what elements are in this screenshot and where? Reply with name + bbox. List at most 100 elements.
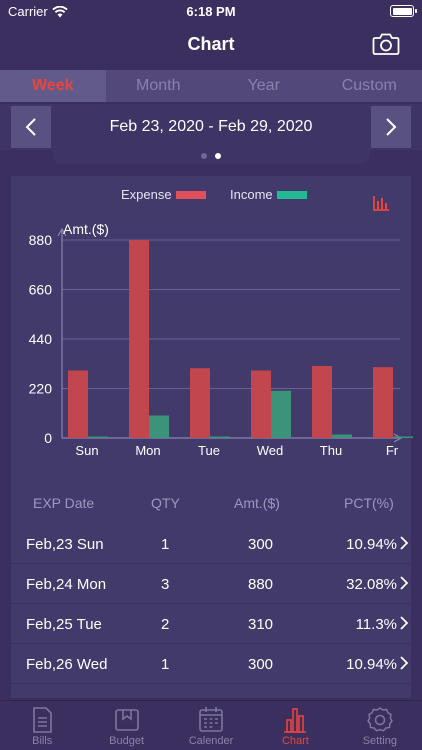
row-pct: 11.3% [355, 616, 397, 633]
bills-icon [33, 707, 53, 733]
row-date: Feb,25 Tue [26, 616, 102, 633]
chevron-left-icon [25, 118, 36, 136]
legend-item-expense: Expense [121, 187, 206, 202]
x-tick-label: Mon [135, 443, 160, 458]
x-tick-label: Fr [386, 443, 399, 458]
calendar-icon [199, 707, 223, 732]
legend-item-income: Income [230, 187, 307, 202]
carrier-label: Carrier [8, 4, 48, 19]
date-bar-notch [52, 150, 370, 164]
tabbar-label-bills: Bills [32, 735, 53, 747]
bar-income [271, 390, 291, 438]
row-pct: 10.94% [346, 656, 397, 673]
date-range-label: Feb 23, 2020 - Feb 29, 2020 [109, 118, 313, 135]
y-tick-label: 220 [29, 381, 53, 397]
row-pct: 32.08% [346, 576, 397, 593]
page-dot-2[interactable] [215, 153, 221, 159]
table-header: EXP Date QTY Amt.($) PCT(%) [11, 488, 411, 518]
chevron-right-icon [400, 616, 409, 630]
period-tabs: Week Month Year Custom [0, 70, 422, 102]
row-qty: 3 [161, 576, 170, 593]
page-dot-1[interactable] [201, 153, 207, 159]
y-tick-label: 660 [29, 282, 53, 298]
tab-week[interactable]: Week [0, 70, 106, 102]
header-exp-date: EXP Date [33, 495, 95, 511]
y-axis-arrow [57, 227, 67, 237]
tabbar-label-chart: Chart [281, 735, 309, 747]
row-date: Feb,24 Mon [26, 576, 107, 593]
chart-legend: Expense Income [0, 187, 422, 203]
bar-expense [129, 240, 149, 438]
row-amount: 300 [248, 536, 274, 553]
header-amount: Amt.($) [234, 495, 280, 511]
gear-icon [366, 707, 393, 732]
legend-label-expense: Expense [121, 187, 172, 202]
legend-swatch-expense [175, 190, 206, 199]
x-tick-label: Tue [198, 443, 220, 458]
chevron-right-icon [400, 576, 409, 590]
tabbar-item-budget[interactable]: Budget [84, 701, 168, 750]
wifi-icon [52, 5, 68, 17]
status-bar: Carrier 6:18 PM [0, 0, 422, 24]
bar-income [332, 434, 352, 438]
bar-income [88, 436, 108, 438]
y-tick-label: 880 [29, 232, 53, 248]
tabbar-item-bills[interactable]: Bills [0, 701, 84, 750]
row-qty: 2 [161, 616, 170, 633]
header-pct: PCT(%) [344, 495, 394, 511]
date-range-bar: Feb 23, 2020 - Feb 29, 2020 [0, 104, 422, 150]
row-amount: 310 [248, 616, 274, 633]
tab-year[interactable]: Year [247, 77, 280, 94]
bar-chart-toggle-icon[interactable] [372, 194, 390, 212]
x-tick-label: Wed [257, 443, 284, 458]
row-amount: 300 [248, 656, 274, 673]
row-date: Feb,26 Wed [26, 656, 108, 673]
row-date: Feb,23 Sun [26, 536, 104, 553]
navigation-bar: Chart [0, 24, 422, 68]
row-pct: 10.94% [346, 536, 397, 553]
bar-expense [373, 367, 393, 438]
y-axis-title: Amt.($) [63, 221, 109, 237]
tabbar-item-chart[interactable]: Chart [253, 701, 337, 750]
y-tick-label: 440 [29, 331, 53, 347]
tab-custom[interactable]: Custom [341, 77, 397, 94]
bar-income [210, 436, 230, 438]
legend-label-income: Income [230, 187, 273, 202]
bar-chart: 0 220 440 660 880 Amt.($) Sun Mon Tue Wed Thu Fr [29, 221, 413, 458]
battery-icon [390, 5, 417, 17]
bar-income [149, 415, 169, 438]
header-qty: QTY [151, 495, 180, 511]
clock: 6:18 PM [186, 4, 236, 19]
chevron-right-icon [400, 656, 409, 670]
row-qty: 1 [161, 536, 170, 553]
page-indicator[interactable] [0, 153, 422, 159]
budget-icon [114, 709, 139, 731]
next-period-button[interactable] [371, 106, 411, 148]
table-row[interactable]: Feb,23 Sun 1 300 10.94% [11, 524, 411, 564]
bar-expense [190, 368, 210, 438]
bottom-tab-bar: Bills Budget Calender Chart Setting [0, 700, 422, 750]
x-tick-label: Thu [320, 443, 342, 458]
previous-period-button[interactable] [11, 106, 51, 148]
chevron-right-icon [400, 536, 409, 550]
row-amount: 880 [248, 576, 274, 593]
chart-icon [284, 708, 307, 733]
page-title: Chart [187, 34, 235, 54]
y-tick-label: 0 [44, 430, 52, 446]
legend-swatch-income [276, 190, 307, 199]
bar-expense [251, 370, 271, 438]
row-qty: 1 [161, 656, 170, 673]
table-row[interactable]: Feb,26 Wed 1 300 10.94% [11, 644, 411, 684]
tabbar-label-budget: Budget [109, 735, 145, 747]
table-row[interactable]: Feb,24 Mon 3 880 32.08% [11, 564, 411, 604]
tabbar-item-calendar[interactable]: Calender [169, 701, 253, 750]
carrier-indicator: Carrier [8, 4, 68, 19]
camera-icon[interactable] [372, 32, 400, 56]
tabbar-label-setting: Setting [362, 735, 397, 747]
tabbar-label-calendar: Calender [188, 735, 234, 747]
tabbar-item-setting[interactable]: Setting [338, 701, 422, 750]
tab-month[interactable]: Month [136, 77, 181, 94]
chevron-right-icon [386, 118, 397, 136]
bar-expense [312, 366, 332, 438]
table-row[interactable]: Feb,25 Tue 2 310 11.3% [11, 604, 411, 644]
